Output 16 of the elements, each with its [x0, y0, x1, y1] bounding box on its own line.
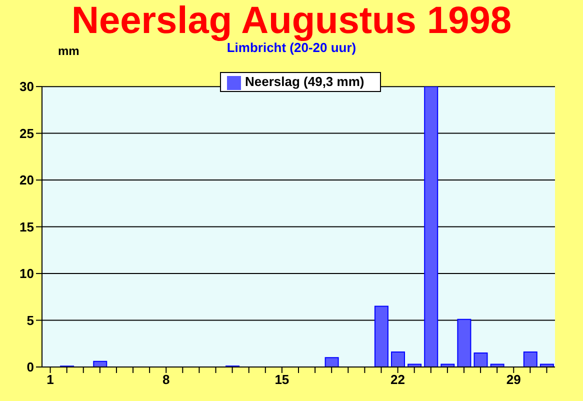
y-tick-label: 5 [26, 312, 34, 328]
x-tick-label: 8 [162, 372, 170, 388]
x-tick-label: 1 [46, 372, 54, 388]
y-tick-label: 25 [20, 126, 34, 141]
y-tick-label: 20 [20, 172, 34, 188]
y-tick-label: 30 [20, 79, 34, 94]
x-tick-label: 29 [506, 372, 521, 388]
y-axis-title: mm [58, 44, 80, 58]
chart-title: Neerslag Augustus 1998 [70, 0, 512, 42]
y-tick-label: 0 [26, 360, 34, 375]
x-tick-label: 22 [390, 372, 406, 388]
legend-label: Neerslag (49,3 mm) [245, 74, 364, 89]
x-tick-label: 15 [274, 372, 290, 388]
y-tick-label: 15 [20, 219, 34, 234]
y-tick-label: 10 [20, 266, 34, 282]
chart-subtitle: Limbricht (20-20 uur) [226, 40, 356, 55]
